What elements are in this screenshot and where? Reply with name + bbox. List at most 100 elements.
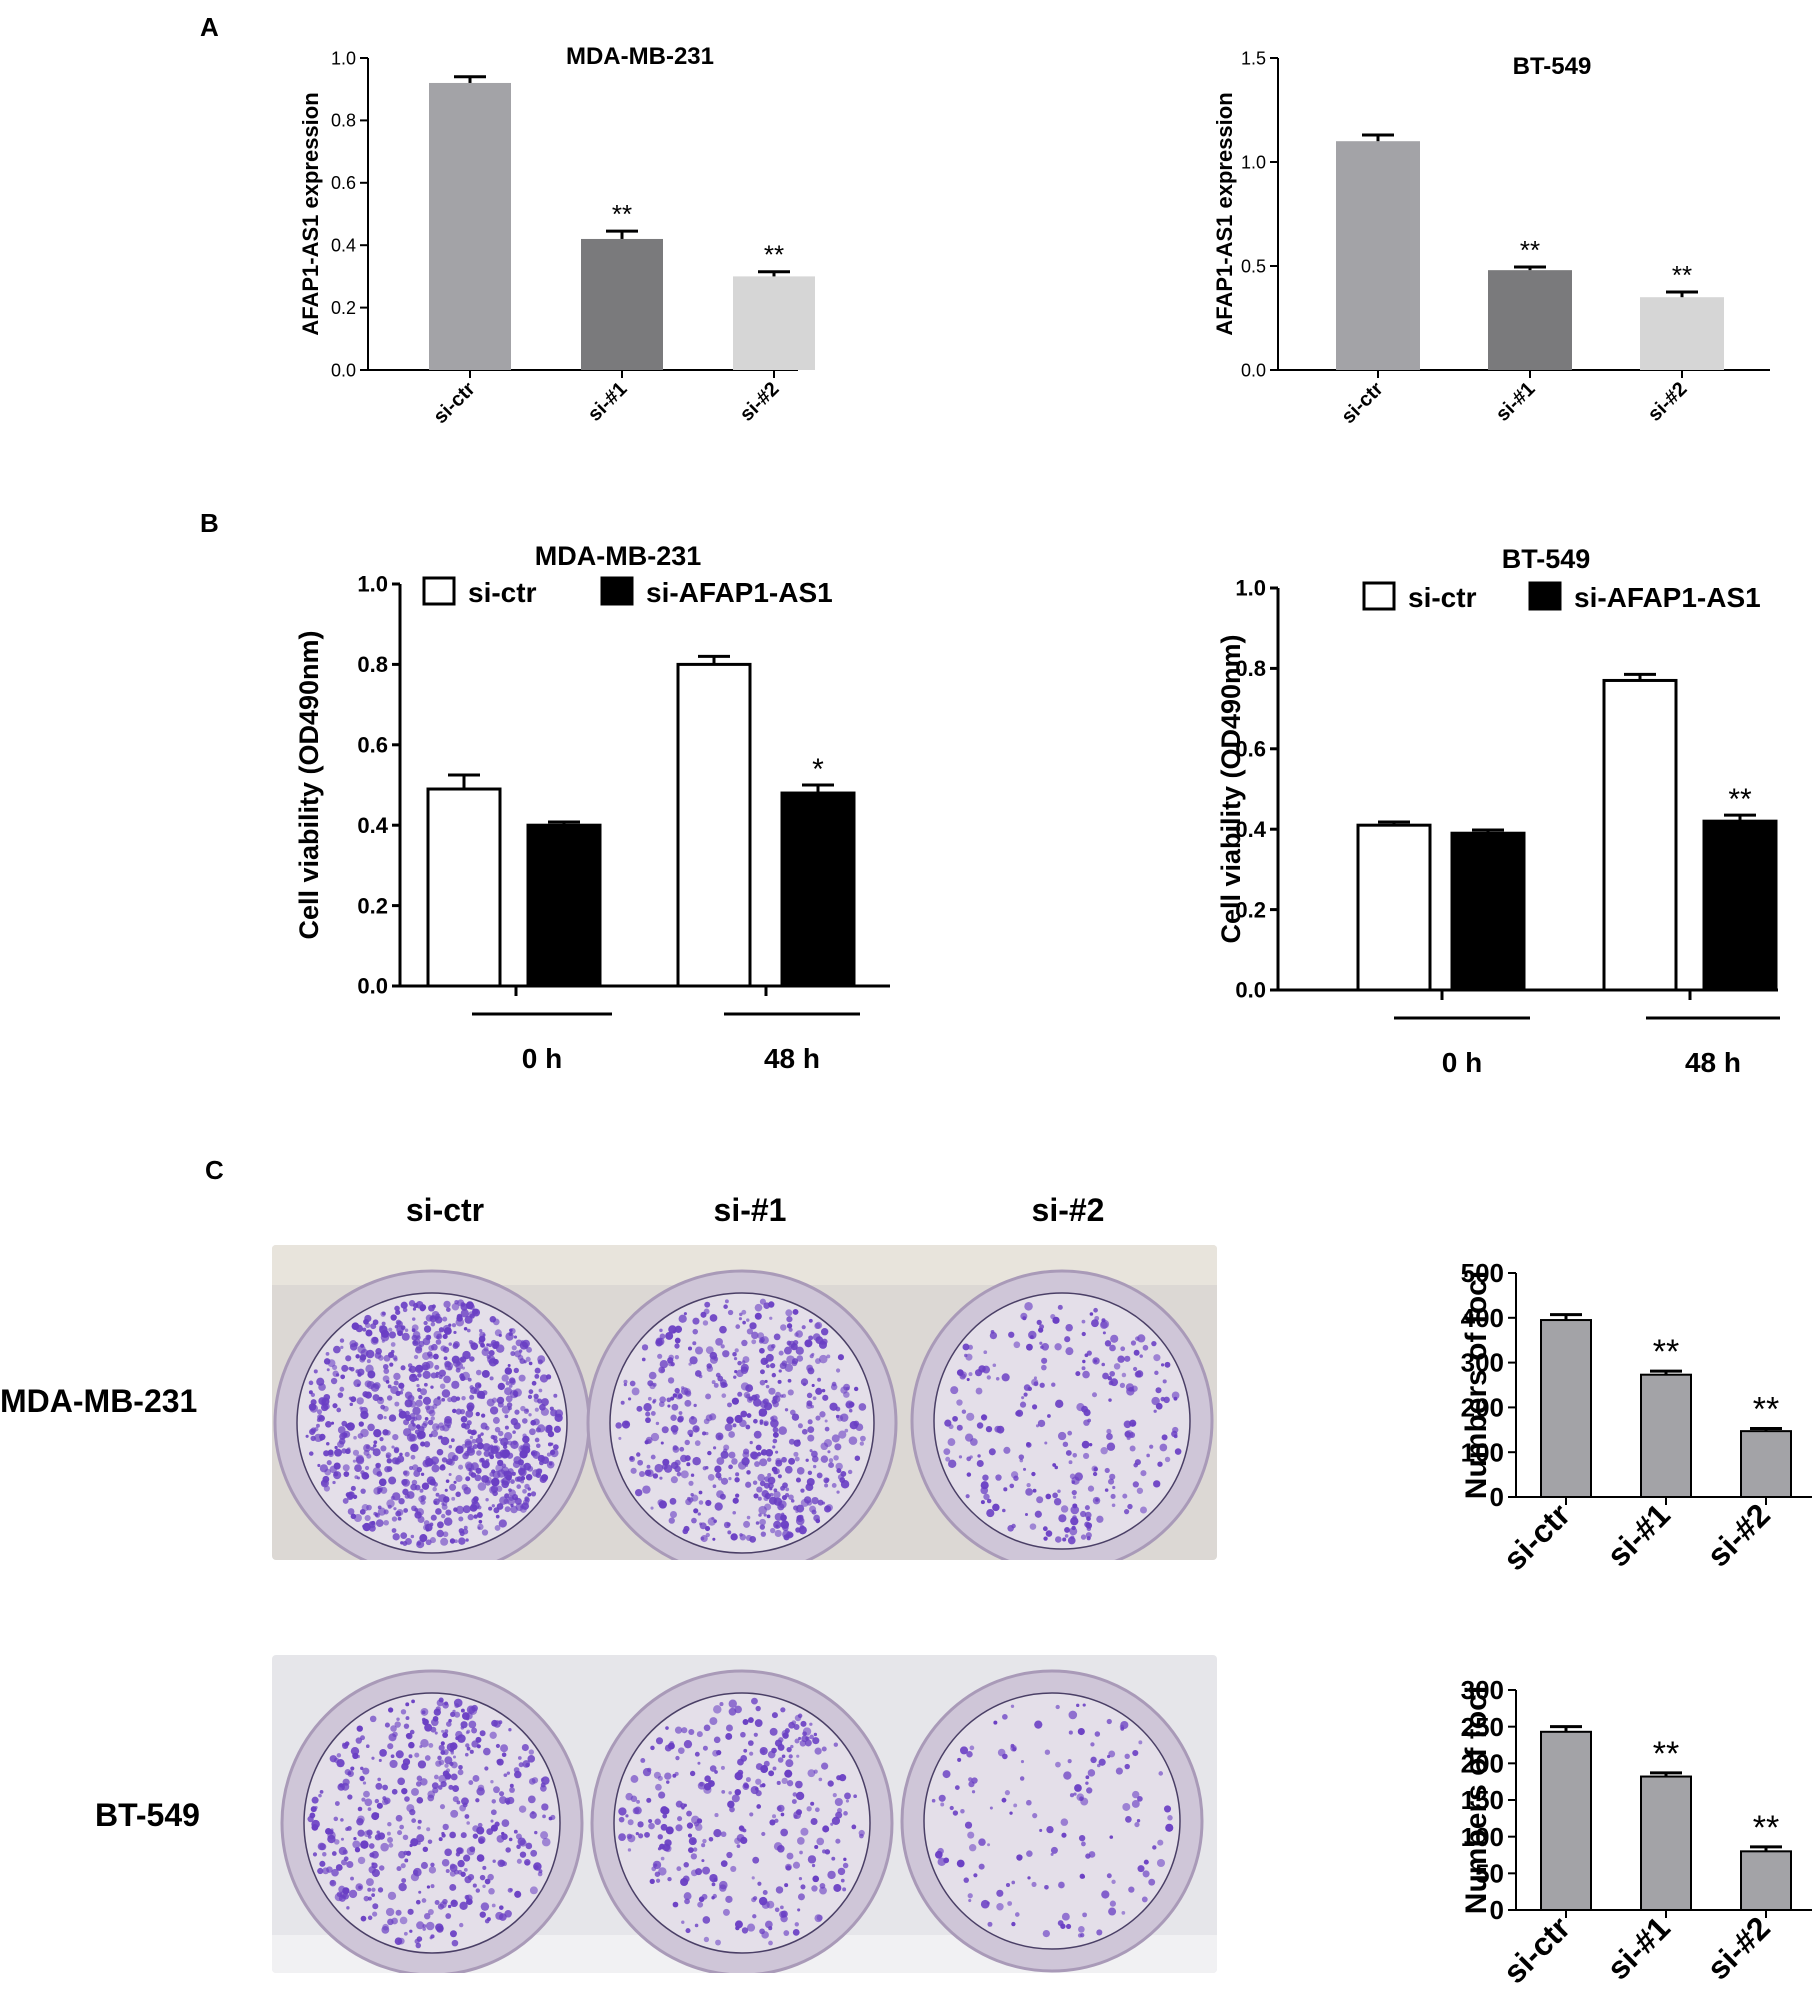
colony [365,1445,370,1449]
colony [694,1923,699,1928]
colony [777,1379,782,1384]
colony [1091,1392,1098,1398]
colony [962,1343,970,1351]
colony [702,1916,711,1924]
colony [1007,1901,1013,1906]
category-label-B1-0: 0 h [522,1043,562,1074]
colony [713,1705,722,1714]
colony [412,1340,419,1347]
colony [698,1500,704,1505]
colony [1019,1776,1025,1781]
colony [441,1831,445,1836]
colony [1060,1818,1069,1826]
colony [365,1329,373,1337]
colony [318,1793,322,1798]
colony [1151,1340,1157,1347]
colony [426,1351,433,1357]
colony [382,1375,390,1383]
colony [309,1812,316,1819]
colony [486,1917,491,1922]
bar-C2-2 [1740,1850,1792,1912]
colony [1016,1854,1023,1861]
colony [364,1514,371,1522]
colony [696,1731,703,1738]
colony [725,1724,733,1732]
colony [460,1309,469,1318]
colony [449,1742,458,1751]
colony [372,1903,379,1910]
colony [1067,1536,1076,1545]
colony [1001,1797,1007,1803]
y-tick-label-C2: 50 [1475,1858,1504,1888]
colony [757,1881,762,1886]
colony [1087,1769,1096,1777]
colony [705,1431,709,1436]
colony [492,1416,500,1424]
colony [797,1837,805,1845]
colony [766,1514,771,1519]
colony [1067,1759,1072,1764]
colony [1065,1347,1074,1356]
colony [631,1387,640,1396]
colony [516,1858,522,1864]
colony [824,1426,830,1432]
colony [522,1488,527,1494]
colony [791,1358,799,1365]
colony [497,1382,506,1391]
colony [964,1353,968,1358]
colony [678,1411,683,1415]
colony [799,1850,803,1855]
colony [1057,1431,1067,1441]
colony [797,1908,801,1912]
colony [537,1424,546,1433]
colony [773,1333,781,1341]
colony [837,1474,844,1481]
colony [469,1435,474,1440]
colony [534,1865,539,1870]
colony [396,1717,400,1721]
colony [817,1499,824,1506]
colony [466,1328,471,1333]
colony [347,1447,351,1451]
colony [721,1393,727,1398]
colony [513,1367,519,1374]
colony [446,1768,450,1773]
colony [443,1375,451,1384]
colony [479,1331,486,1339]
colony [364,1798,373,1807]
legend-label-B2-1: si-AFAP1-AS1 [1574,582,1761,613]
colony [1025,1442,1032,1448]
colony [667,1377,675,1384]
colony [983,1350,988,1355]
colony [778,1350,784,1356]
colony [1128,1886,1135,1893]
colony [427,1419,434,1426]
colony [499,1905,504,1910]
colony [495,1911,504,1920]
colony [792,1792,798,1797]
colony [755,1705,761,1712]
colony [364,1465,370,1471]
colony [1079,1796,1084,1801]
colony [1120,1726,1125,1731]
colony [386,1831,391,1836]
colony [399,1452,403,1457]
colony [1076,1403,1085,1412]
colony [1119,1382,1126,1388]
colony [1064,1336,1071,1343]
colony [360,1488,366,1494]
colony [855,1423,864,1432]
colony [1029,1523,1037,1530]
colony [1117,1355,1125,1363]
colony [531,1777,539,1784]
colony [687,1847,694,1854]
colony [491,1504,495,1508]
colony [692,1328,699,1335]
y-tick-label-B1: 0.4 [357,813,388,838]
colony [1164,1361,1171,1368]
colony [450,1711,456,1717]
colony [414,1364,424,1374]
colony [1068,1460,1073,1465]
colony [444,1756,453,1765]
colony [1109,1473,1116,1480]
